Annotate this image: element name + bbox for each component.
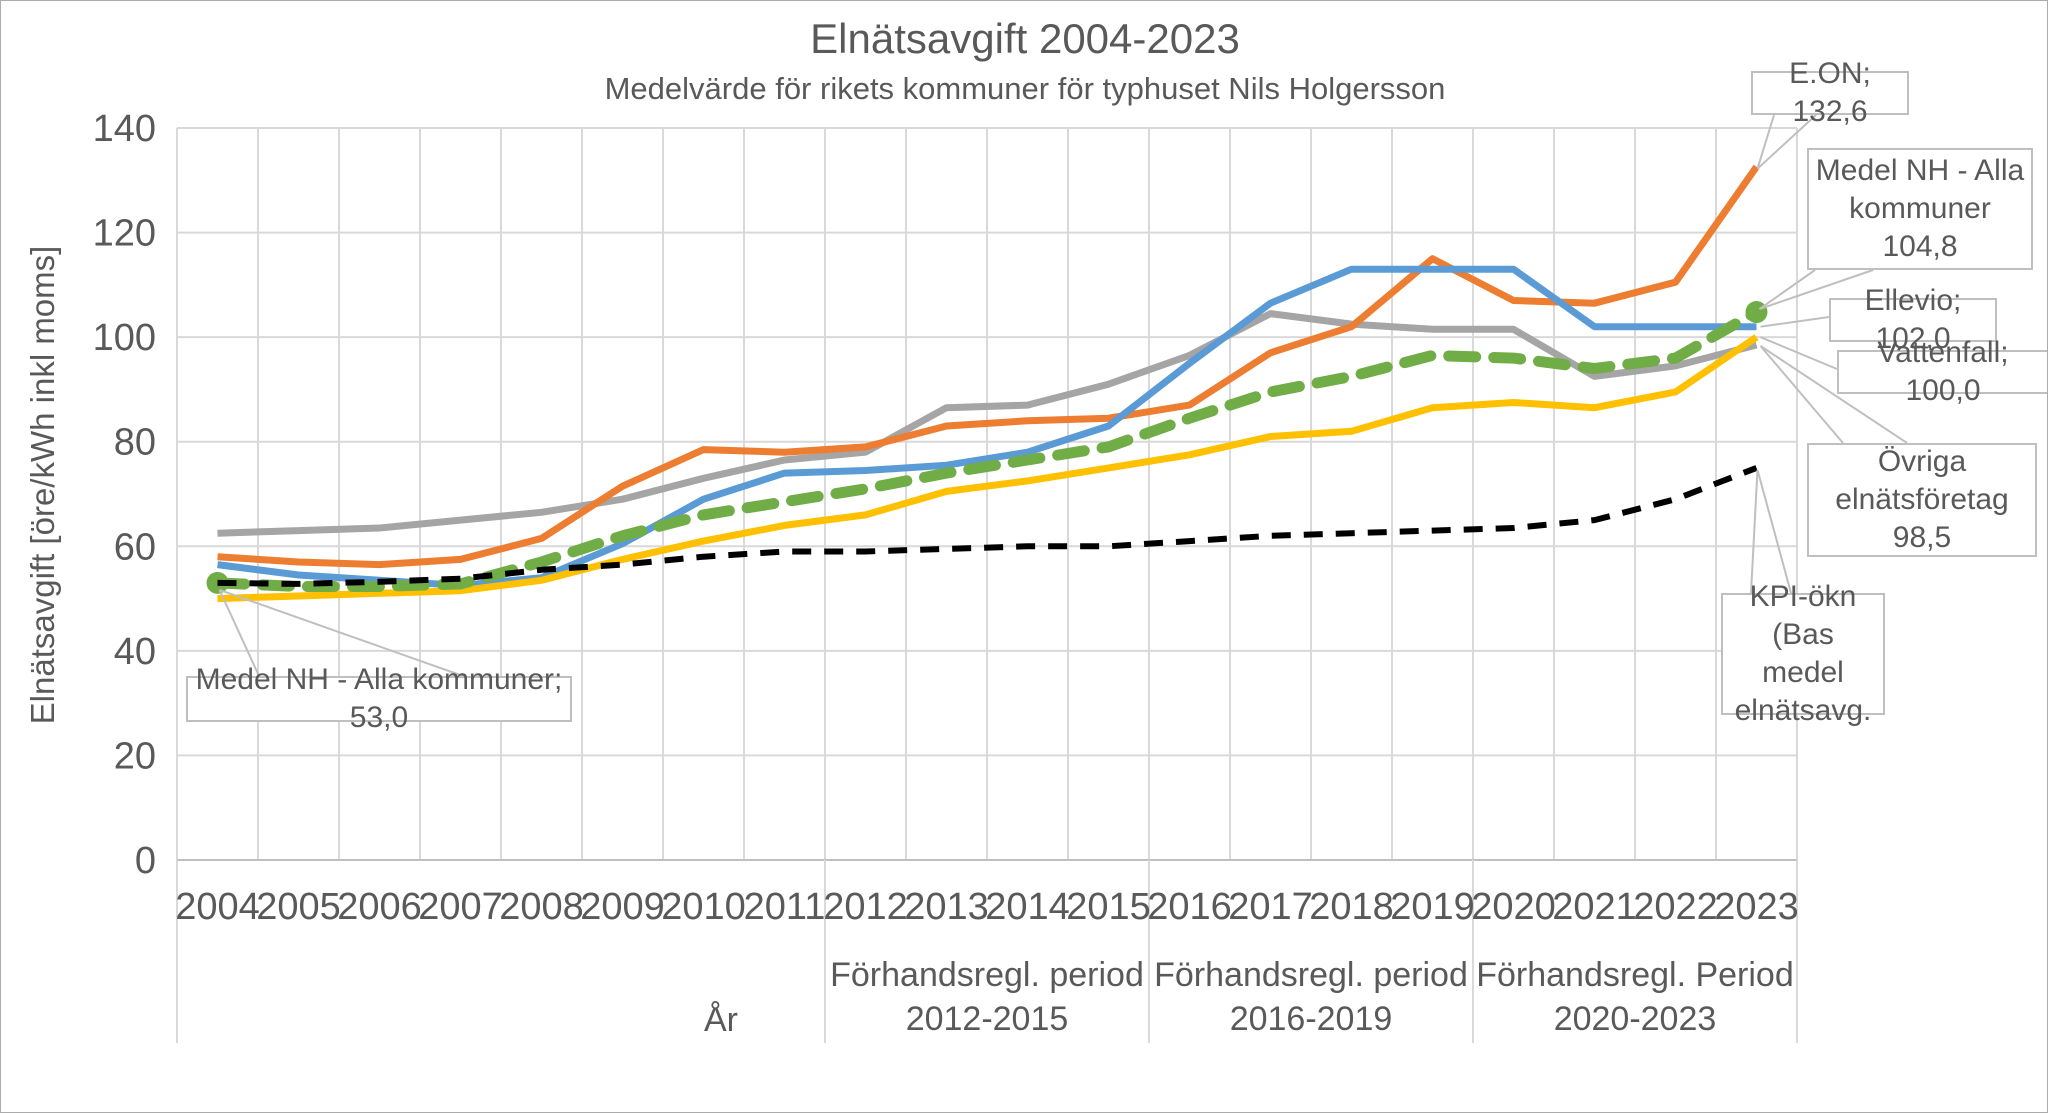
x-tick-label: 2007 xyxy=(418,886,503,928)
callout-leader-line xyxy=(1758,269,1816,310)
callout-leader-line xyxy=(1760,316,1830,328)
y-tick-label: 80 xyxy=(114,422,156,464)
y-tick-label: 40 xyxy=(114,631,156,673)
period-band-label: Förhandsregl. period xyxy=(1154,956,1468,994)
series-KPI-ökn (Bas medel elnätsavg.) xyxy=(217,465,1758,587)
x-tick-label: 2016 xyxy=(1147,886,1232,928)
callout-text-line: KPI-ökn (Bas xyxy=(1749,580,1857,651)
callout-ovriga: Övriga elnätsföretag 98,5 xyxy=(1807,443,2037,557)
x-tick-label: 2004 xyxy=(175,886,260,928)
callout-text-line: 104,8 xyxy=(1882,230,1958,263)
x-tick-label: 2006 xyxy=(337,886,422,928)
callout-eon: E.ON; 132,6 xyxy=(1751,57,1909,128)
y-tick-label: 140 xyxy=(93,108,156,150)
series-endpoint-marker xyxy=(206,571,229,594)
callout-leader-line xyxy=(1756,114,1775,169)
series-Övriga elnätsföretag xyxy=(217,310,1758,537)
callout-leader-line xyxy=(1759,345,1908,444)
period-band-2012-2015: Förhandsregl. period 2012-2015 xyxy=(825,953,1149,1041)
x-tick-label: 2018 xyxy=(1309,886,1394,928)
chart-title: Elnätsavgift 2004-2023 xyxy=(810,15,1240,62)
x-tick-label: 2014 xyxy=(985,886,1070,928)
callout-text-line: Vattenfall; 100,0 xyxy=(1877,336,2009,407)
x-tick-label: 2017 xyxy=(1228,886,1313,928)
x-tick-label: 2005 xyxy=(256,886,341,928)
callout-kpi: KPI-ökn (Bas medel elnätsavg. xyxy=(1721,580,1885,727)
x-tick-label: 2021 xyxy=(1552,886,1637,928)
x-tick-label: 2011 xyxy=(744,886,826,928)
callout-text-line: kommuner xyxy=(1849,192,1991,225)
y-tick-label: 60 xyxy=(114,526,156,568)
callout-text-line: Medel NH - Alla kommuner; 53,0 xyxy=(195,663,563,734)
callout-vattenfall: Vattenfall; 100,0 xyxy=(1837,336,2047,407)
callout-ellevio: Ellevio; 102,0 xyxy=(1829,284,1997,355)
series-Medel NH - Alla kommuner xyxy=(212,306,1762,592)
period-band-label: Förhandsregl. Period xyxy=(1476,956,1794,994)
series-endpoint-marker xyxy=(1745,301,1768,324)
series-Vattenfall xyxy=(217,334,1759,603)
chart-subtitle: Medelvärde för rikets kommuner för typhu… xyxy=(604,71,1446,106)
period-band-range: 2020-2023 xyxy=(1553,1000,1717,1038)
callout-leader-line xyxy=(219,588,464,677)
period-band-range: 2016-2019 xyxy=(1229,1000,1393,1038)
x-tick-label: 2015 xyxy=(1066,886,1151,928)
x-tick-label: 2010 xyxy=(661,886,746,928)
period-band-2016-2019: Förhandsregl. period 2016-2019 xyxy=(1149,953,1473,1041)
y-tick-label: 100 xyxy=(93,317,156,359)
callout-text-line: Övriga xyxy=(1877,445,1967,478)
x-tick-label: 2020 xyxy=(1471,886,1556,928)
series-Ellevio xyxy=(217,265,1757,589)
x-tick-label: 2023 xyxy=(1714,886,1799,928)
period-band-label: Förhandsregl. period xyxy=(830,956,1144,994)
callout-leader-line xyxy=(1760,336,1838,370)
period-band-range: 2012-2015 xyxy=(905,1000,1069,1038)
callout-leader-line xyxy=(1756,114,1817,170)
period-band-2020-2023: Förhandsregl. Period 2020-2023 xyxy=(1473,953,1797,1041)
callout-text-line: Medel NH - Alla xyxy=(1815,154,2025,187)
x-tick-label: 2019 xyxy=(1390,886,1475,928)
callout-leader-line xyxy=(1750,469,1759,594)
callout-medel-nh-start: Medel NH - Alla kommuner; 53,0 xyxy=(186,663,572,734)
x-tick-label: 2013 xyxy=(904,886,989,928)
x-tick-label: 2012 xyxy=(823,886,908,928)
callout-leader-line xyxy=(1759,269,1874,310)
x-axis-title: År xyxy=(704,1001,738,1039)
callout-leader-line xyxy=(218,589,260,677)
y-tick-label: 120 xyxy=(93,213,156,255)
y-tick-label: 20 xyxy=(114,735,156,777)
y-tick-label: 0 xyxy=(135,840,156,882)
callout-text-line: medel xyxy=(1762,656,1844,689)
callout-text-line: Ellevio; 102,0 xyxy=(1864,284,1962,355)
x-tick-label: 2022 xyxy=(1633,886,1718,928)
series-E.ON xyxy=(217,164,1760,569)
callout-text-line: elnätsavg. xyxy=(1734,694,1872,727)
callout-text-line: elnätsföretag 98,5 xyxy=(1835,483,2009,554)
callout-text-line: E.ON; 132,6 xyxy=(1789,57,1871,128)
callout-leader-line xyxy=(1756,469,1792,594)
callout-leader-line xyxy=(1759,345,1844,444)
x-tick-label: 2009 xyxy=(580,886,665,928)
callout-medel-nh-end: Medel NH - Alla kommuner 104,8 xyxy=(1807,148,2033,270)
x-tick-label: 2008 xyxy=(499,886,584,928)
